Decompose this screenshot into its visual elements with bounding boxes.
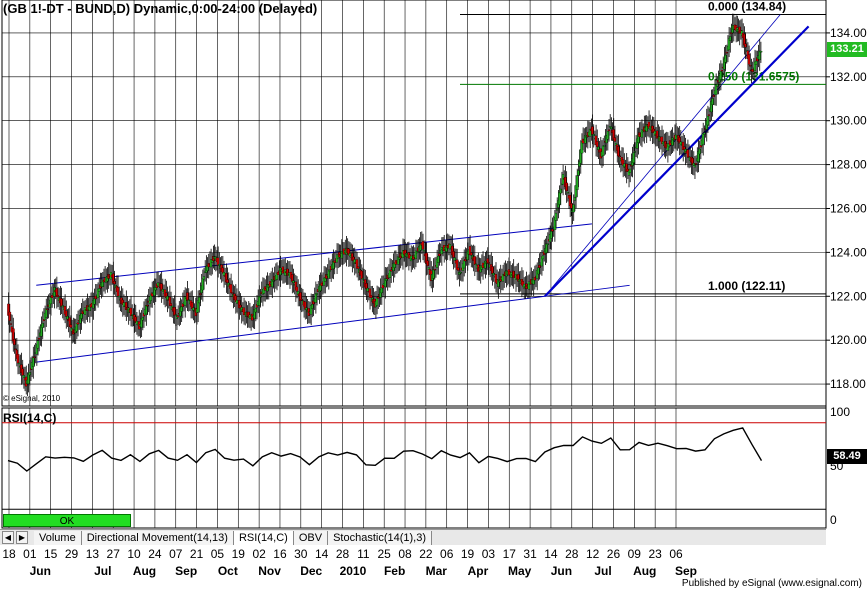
x-month-label: Feb [384,564,405,578]
published-credit: Published by eSignal (www.esignal.com) [681,578,862,589]
x-tick-label: 14 [544,547,558,561]
x-tick-label: 28 [565,547,579,561]
price-tick-label: 124.00 [830,245,867,259]
x-tick-label: 08 [398,547,412,561]
x-tick-label: 31 [523,547,537,561]
ok-status-bar[interactable]: OK [3,514,131,527]
x-tick-label: 30 [294,547,308,561]
price-tick-label: 118.00 [830,377,866,391]
x-month-label: Sep [675,564,697,578]
x-tick-label: 02 [252,547,266,561]
rsi-label: RSI(14,C) [3,411,57,425]
chart-title: (GB 1!-DT - BUND,D) Dynamic,0:00-24:00 (… [3,1,318,16]
study-tab[interactable]: Directional Movement(14,13) [81,530,234,545]
x-tick-label: 06 [440,547,454,561]
trendline [544,25,810,298]
study-tab[interactable]: RSI(14,C) [233,530,294,545]
price-tick-label: 132.00 [830,70,867,84]
x-month-label: May [508,564,532,578]
rsi-panel-border [1,407,827,529]
x-tick-label: 27 [107,547,121,561]
x-tick-label: 18 [2,547,16,561]
x-tick-label: 13 [86,547,100,561]
x-month-label: Jun [551,564,572,578]
rsi-line [7,427,763,472]
x-tick-label: 06 [669,547,683,561]
x-tick-label: 23 [648,547,662,561]
x-month-label: Mar [426,564,448,578]
x-tick-label: 03 [482,547,496,561]
x-tick-label: 07 [169,547,183,561]
x-tick-label: 25 [378,547,392,561]
x-tick-label: 11 [357,547,370,561]
x-tick-label: 29 [65,547,79,561]
x-tick-label: 14 [315,547,329,561]
fan-line [544,284,630,297]
x-month-label: Dec [300,564,322,578]
x-month-label: Aug [133,564,156,578]
x-month-label: 2010 [340,564,367,578]
price-tick-label: 122.00 [830,289,867,303]
x-month-label: Jul [594,564,611,578]
study-tab[interactable]: Volume [34,530,82,545]
price-tick-label: 120.00 [830,333,867,347]
x-tick-label: 19 [461,547,475,561]
x-month-label: Oct [218,564,238,578]
x-month-label: Sep [175,564,197,578]
tab-scroll-right-icon[interactable]: ▶ [16,531,28,544]
study-tab[interactable]: Stochastic(14(1),3) [328,530,433,545]
fib-level-label: 0.000 (134.84) [708,0,786,13]
x-month-label: Aug [633,564,656,578]
x-tick-label: 09 [628,547,642,561]
x-tick-label: 21 [190,547,204,561]
x-month-label: Nov [258,564,281,578]
x-tick-label: 16 [273,547,287,561]
x-tick-label: 26 [607,547,621,561]
x-tick-label: 17 [503,547,517,561]
channel-upper-line [36,223,593,286]
price-panel-border [1,0,827,407]
x-tick-label: 12 [586,547,600,561]
x-tick-label: 24 [148,547,162,561]
price-tick-label: 130.00 [830,114,867,128]
x-tick-label: 10 [127,547,141,561]
x-month-label: Apr [468,564,489,578]
candle-body [759,51,763,53]
rsi-tick-label: 0 [830,513,837,527]
x-month-label: Jul [94,564,111,578]
x-month-label: Jun [30,564,51,578]
copyright-label: © eSignal, 2010 [3,394,61,403]
rsi-tick-label: 100 [830,405,850,419]
x-tick-label: 22 [419,547,433,561]
x-tick-label: 19 [232,547,246,561]
x-tick-label: 01 [23,547,37,561]
fan-line [544,14,781,297]
rsi-value-badge: 58.49 [827,448,867,464]
study-tab[interactable]: OBV [293,530,329,545]
x-tick-label: 15 [44,547,58,561]
last-price-badge: 133.21 [827,42,867,58]
price-tick-label: 134.00 [830,26,867,40]
price-tick-label: 126.00 [830,201,867,215]
x-tick-label: 05 [211,547,225,561]
price-tick-label: 128.00 [830,158,867,172]
x-tick-label: 28 [336,547,350,561]
study-tabs: ◀ ▶ Volume Directional Movement(14,13) RSI… [0,529,826,545]
channel-lower-line [36,295,545,363]
fib-level-label: 1.000 (122.11) [708,279,785,293]
tab-scroll-left-icon[interactable]: ◀ [2,531,14,544]
